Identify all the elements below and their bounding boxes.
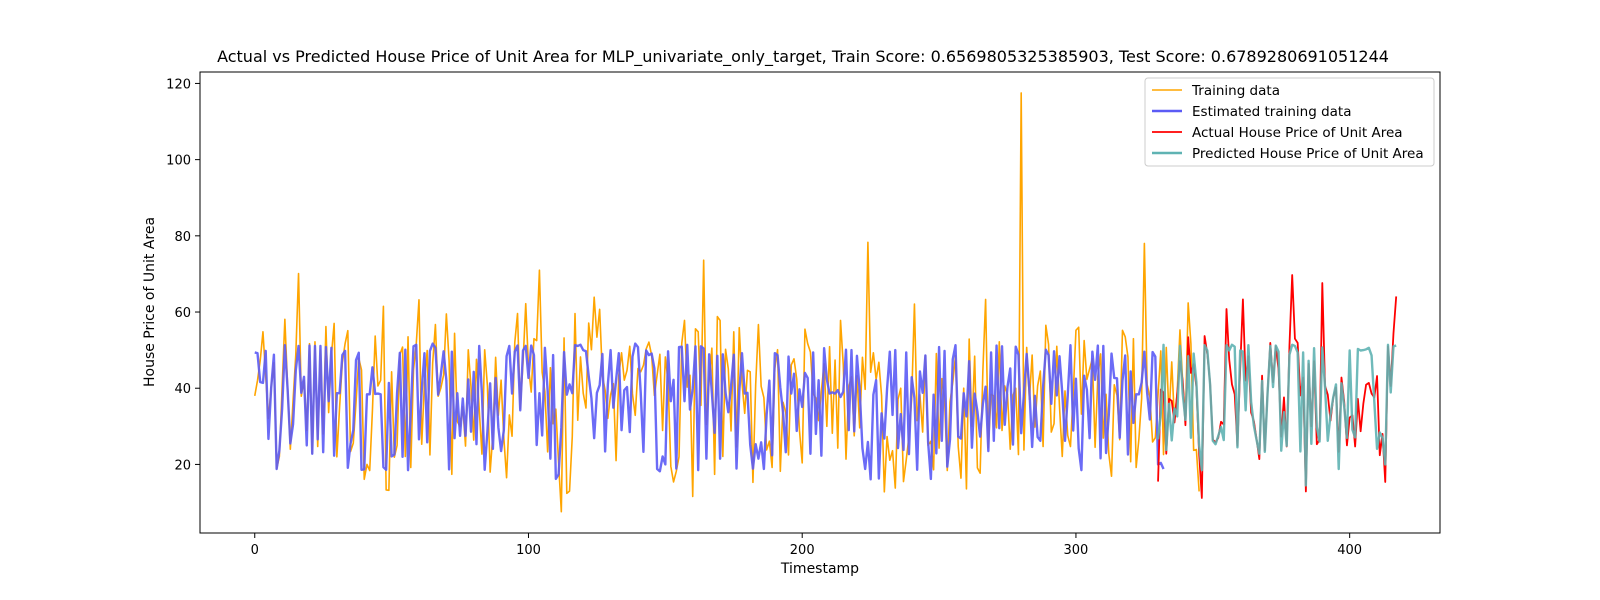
series-line-estimated-training-data [254,342,1165,481]
x-tick-label: 300 [1064,543,1089,558]
y-tick-label: 100 [166,154,191,169]
x-tick-label: 400 [1337,543,1362,558]
x-axis-label: Timestamp [780,561,859,577]
x-tick-label: 0 [251,543,259,558]
legend: Training data Estimated training data Actu… [1144,77,1435,167]
chart-title: Actual vs Predicted House Price of Unit … [217,47,1389,67]
y-tick-label: 60 [174,306,191,321]
y-tick-label: 40 [174,382,191,397]
series-line-predicted-house-price-of-unit-area [1156,343,1397,487]
x-axis: 0 100 200 300 400 [251,533,1362,558]
legend-label: Estimated training data [1192,104,1352,120]
legend-label: Training data [1191,83,1280,99]
x-tick-label: 100 [516,543,541,558]
series-lines [253,92,1398,513]
series-line-training-data [253,92,1200,513]
legend-frame [1144,77,1435,167]
x-tick-label: 200 [790,543,815,558]
series-line-actual-house-price-of-unit-area [1157,274,1398,499]
y-axis-label: House Price of Unit Area [142,217,158,387]
y-tick-label: 120 [166,77,191,92]
y-axis: 20 40 60 80 100 120 [166,77,200,473]
legend-label: Predicted House Price of Unit Area [1192,146,1424,162]
y-tick-label: 80 [174,230,191,245]
plot-area-frame [199,71,1441,534]
y-tick-label: 20 [174,458,191,473]
legend-label: Actual House Price of Unit Area [1192,125,1403,141]
